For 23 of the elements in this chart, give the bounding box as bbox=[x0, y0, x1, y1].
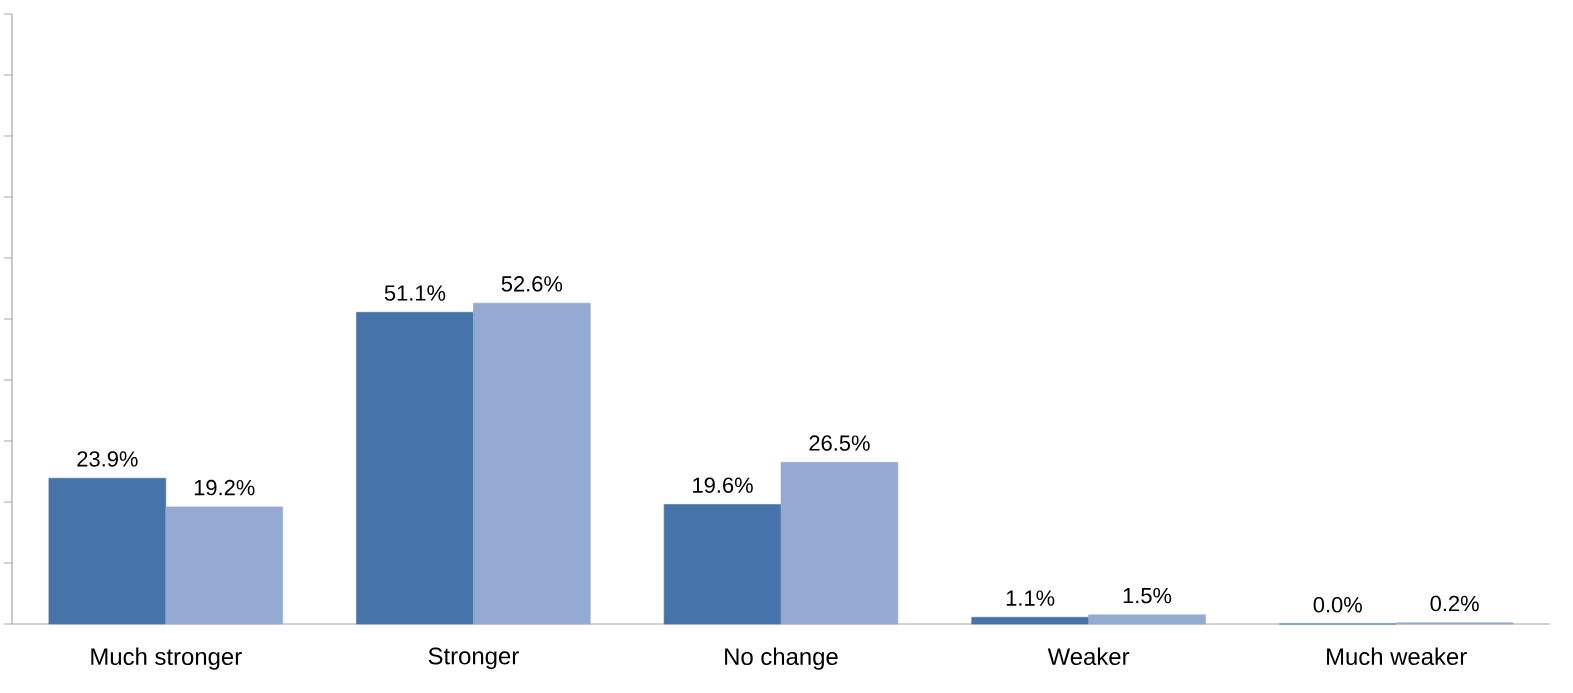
x-tick-label: Weaker bbox=[1047, 647, 1130, 666]
bar bbox=[473, 302, 591, 625]
bar bbox=[48, 477, 167, 625]
data-label: 26.5% bbox=[809, 435, 870, 451]
x-tick-label: Much stronger bbox=[91, 647, 242, 670]
bar bbox=[663, 504, 782, 625]
x-tick-label: Much weaker bbox=[1327, 647, 1467, 666]
bar bbox=[165, 506, 283, 625]
bar bbox=[780, 462, 899, 625]
bar bbox=[1088, 614, 1206, 625]
data-label: 52.6% bbox=[501, 276, 563, 292]
data-label: 19.6% bbox=[693, 477, 753, 493]
x-tick-label: No change bbox=[725, 647, 838, 670]
data-label: 51.1% bbox=[384, 285, 446, 301]
data-label: 0.0% bbox=[1313, 596, 1362, 613]
data-label: 1.5% bbox=[1123, 587, 1172, 604]
data-label: 23.9% bbox=[77, 451, 138, 467]
data-label: 0.2% bbox=[1430, 595, 1479, 612]
data-label: 19.2% bbox=[194, 479, 255, 496]
bar bbox=[356, 311, 474, 625]
bar bbox=[971, 616, 1089, 625]
x-tick-label: Stronger bbox=[428, 647, 519, 670]
data-label: 1.1% bbox=[1006, 590, 1055, 606]
